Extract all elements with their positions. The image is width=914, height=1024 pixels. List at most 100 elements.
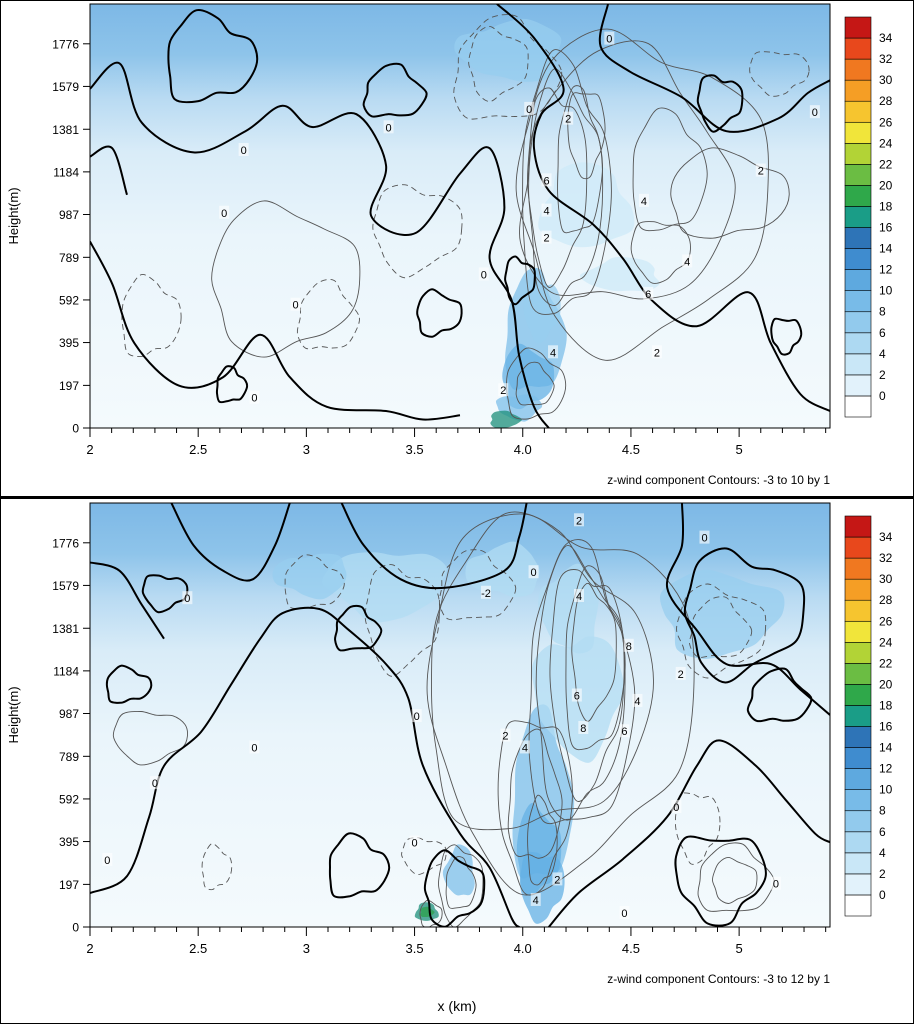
contour-label-bg (604, 31, 615, 45)
x-tick-label: 4.0 (514, 941, 532, 956)
contour-label-bg (541, 173, 552, 187)
contour-label: 0 (673, 802, 679, 814)
contour-label: -2 (481, 588, 491, 600)
zero-contour (215, 365, 249, 404)
colorbar-label: 6 (879, 825, 886, 839)
contour-label-bg (519, 740, 530, 754)
contour-label: 0 (621, 908, 627, 920)
contour-label-bg (675, 666, 686, 680)
colorbar-label: 34 (879, 530, 893, 544)
colorbar-label: 22 (879, 656, 893, 670)
contour-label: 6 (621, 726, 627, 738)
negative-contour (676, 583, 767, 679)
x-tick-label: 4.5 (622, 442, 640, 457)
contour-label: 0 (701, 533, 707, 545)
colorbar-label: 2 (879, 867, 886, 881)
colorbar-label: 14 (879, 242, 893, 256)
colorbar-label: 0 (879, 389, 886, 403)
x-tick-label: 4.0 (514, 442, 532, 457)
contour-label-bg (528, 565, 539, 579)
contour-label-bg (643, 286, 654, 300)
contour-label-bg (571, 688, 582, 702)
contour-label-bg (623, 638, 634, 652)
x-tick-label: 5 (736, 941, 743, 956)
y-axis: 0 197 395 592 789 987 1184 1381 1579 1776 Height(m… (6, 536, 90, 935)
colorbar-label: 26 (879, 614, 893, 628)
positive-contour (211, 200, 361, 358)
colorbar-box (844, 852, 872, 875)
negative-contour (296, 278, 360, 350)
positive-contour (697, 842, 775, 912)
contour-label-bg (409, 835, 420, 849)
colorbar-box (844, 663, 872, 685)
negative-contour (284, 554, 345, 610)
contour-label-bg (249, 390, 260, 404)
x-tick-label: 5 (736, 442, 743, 457)
contour-label-bg (102, 852, 113, 866)
zero-contour-line (90, 240, 461, 421)
positive-contour (522, 49, 612, 315)
shading-blob (442, 844, 475, 896)
colorbar-label: 16 (879, 221, 893, 235)
shading-blob (420, 906, 435, 918)
contour-label: 0 (251, 742, 257, 754)
zero-contour (746, 667, 813, 723)
y-tick-label: 1184 (53, 165, 79, 179)
positive-contour (528, 539, 636, 825)
colorbar-box (844, 185, 872, 207)
contour-label: 0 (812, 107, 818, 119)
plot-area: 2 0 0 -2 4 0 8 2 6 4 8 6 0 2 4 0 0 0 0 0 2 0 4 0 (90, 503, 830, 927)
x-tick-label: 2.5 (189, 941, 207, 956)
contour-label: 4 (684, 256, 690, 268)
colorbar-box (844, 768, 872, 790)
colorbar-label: 28 (879, 593, 893, 607)
x-tick-label: 3 (303, 442, 310, 457)
contour-label: 6 (543, 175, 549, 187)
contour-label: 0 (481, 269, 487, 281)
plot-frame (89, 3, 831, 429)
colorbar-label: 28 (879, 94, 893, 108)
y-tick-label: 987 (59, 707, 79, 721)
colorbar-label: 4 (879, 347, 886, 361)
contour-label-bg (478, 267, 489, 281)
colorbar-box (844, 747, 872, 769)
positive-contour (632, 107, 708, 232)
zero-contour (167, 9, 259, 104)
shading-blob (490, 410, 522, 428)
contour-label: 2 (678, 669, 684, 681)
colorbar-box (844, 164, 872, 186)
colorbar-label: 6 (879, 326, 886, 340)
contour-label: 0 (251, 393, 257, 405)
contour-label-bg (671, 799, 682, 813)
contour-label-bg (219, 205, 230, 219)
zero-contour-line (170, 503, 291, 582)
positive-contour (515, 361, 555, 406)
positive-contour (507, 728, 563, 859)
positive-contour (557, 85, 603, 234)
y-tick-label: 987 (59, 208, 79, 222)
y-tick-label: 197 (59, 379, 79, 393)
colorbar-label: 2 (879, 368, 886, 382)
colorbar-label: 32 (879, 551, 893, 565)
contour-label: 4 (641, 196, 647, 208)
colorbar-box (844, 332, 872, 355)
y-tick-label: 592 (59, 792, 79, 806)
x-tick-label: 3.5 (406, 941, 424, 956)
contour-label-bg (541, 203, 552, 217)
colorbar-label: 20 (879, 677, 893, 691)
colorbar-box (844, 515, 872, 538)
colorbar-box (844, 79, 872, 102)
positive-contour (519, 40, 736, 300)
zero-contour (504, 255, 536, 306)
colorbar-box (844, 374, 872, 397)
y-tick-label: 1381 (52, 622, 79, 636)
shading-blob (465, 541, 540, 597)
contour-label-bg (770, 876, 781, 890)
positive-contour (527, 794, 558, 886)
colorbar-box (844, 311, 872, 334)
y-tick-label: 197 (59, 878, 79, 892)
contour-label-bg (638, 193, 649, 207)
zero-contour (141, 574, 189, 614)
